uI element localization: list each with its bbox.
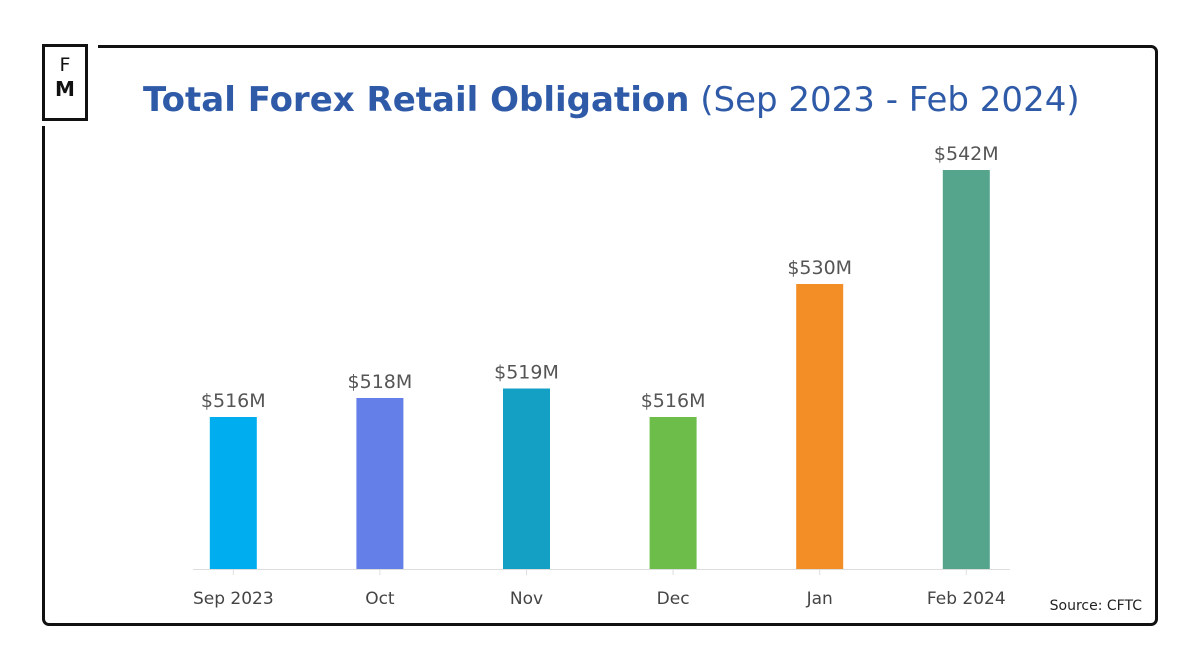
bar-1 <box>356 398 404 569</box>
x-tick-label: Oct <box>365 589 395 609</box>
chart-title: Total Forex Retail Obligation (Sep 2023 … <box>143 80 1080 120</box>
data-label: $518M <box>348 371 413 393</box>
logo-m: M <box>55 77 75 101</box>
fm-logo: F M <box>42 44 88 121</box>
data-label: $516M <box>641 390 706 412</box>
x-tick-label: Dec <box>657 589 690 609</box>
x-tick-label: Jan <box>806 589 833 609</box>
bar-2 <box>503 388 550 569</box>
bar-3 <box>649 417 697 569</box>
data-label: $542M <box>934 143 999 165</box>
data-label: $519M <box>494 362 559 384</box>
chart-frame <box>42 45 1158 626</box>
bar-0 <box>209 417 257 569</box>
x-tick-label: Nov <box>510 589 543 609</box>
data-label: $530M <box>787 257 852 279</box>
data-label: $516M <box>201 390 266 412</box>
bar-4 <box>796 284 844 569</box>
source-note: Source: CFTC <box>1049 598 1142 614</box>
bar-5 <box>942 170 990 569</box>
title-sub: (Sep 2023 - Feb 2024) <box>700 80 1080 120</box>
logo-f: F <box>59 54 71 76</box>
title-main: Total Forex Retail Obligation <box>143 80 690 120</box>
x-tick-label: Feb 2024 <box>927 589 1006 609</box>
x-tick-label: Sep 2023 <box>193 589 274 609</box>
